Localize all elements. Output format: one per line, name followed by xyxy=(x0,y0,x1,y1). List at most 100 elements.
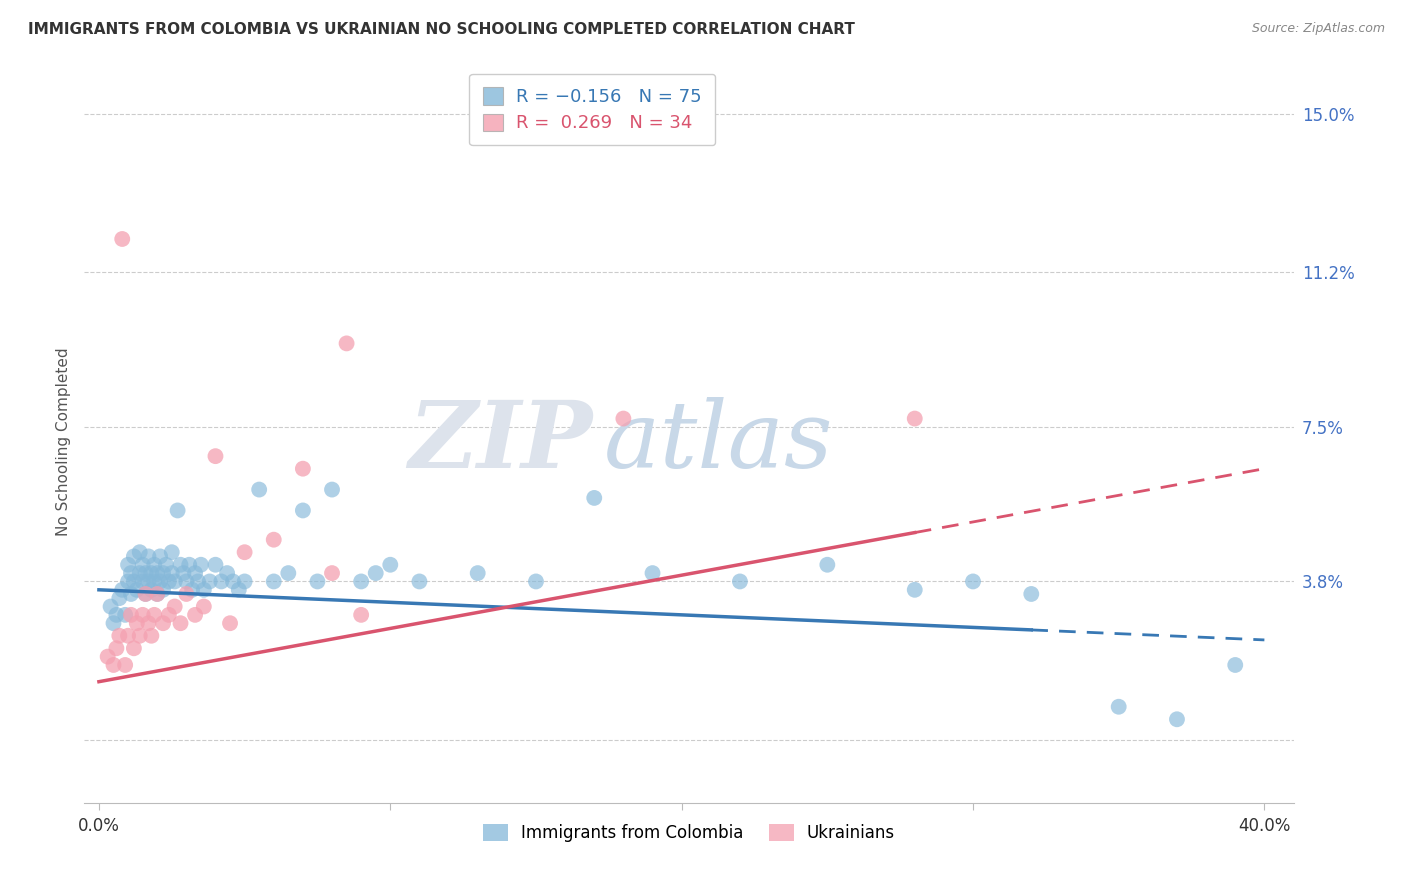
Point xyxy=(728,574,751,589)
Point xyxy=(141,582,163,597)
Point xyxy=(152,566,174,580)
Point xyxy=(157,574,180,589)
Point xyxy=(233,574,256,589)
Point xyxy=(149,549,172,564)
Point xyxy=(135,566,157,580)
Point xyxy=(143,574,166,589)
Point xyxy=(120,607,142,622)
Point xyxy=(187,574,209,589)
Point xyxy=(128,545,150,559)
Point xyxy=(166,503,188,517)
Point xyxy=(122,574,145,589)
Point xyxy=(350,574,373,589)
Point xyxy=(97,649,120,664)
Point xyxy=(1108,699,1130,714)
Point xyxy=(157,607,180,622)
Point xyxy=(103,657,125,672)
Point xyxy=(117,629,139,643)
Point xyxy=(125,582,148,597)
Point xyxy=(904,582,927,597)
Point xyxy=(120,587,142,601)
Point xyxy=(193,599,215,614)
Point xyxy=(105,607,128,622)
Point xyxy=(114,607,136,622)
Point xyxy=(291,503,314,517)
Point xyxy=(111,232,134,246)
Point xyxy=(128,629,150,643)
Point xyxy=(128,566,150,580)
Point xyxy=(380,558,402,572)
Point xyxy=(1166,712,1188,726)
Point xyxy=(336,336,359,351)
Point xyxy=(263,574,285,589)
Point xyxy=(125,616,148,631)
Point xyxy=(172,566,194,580)
Point xyxy=(143,607,166,622)
Point xyxy=(467,566,489,580)
Point xyxy=(160,545,183,559)
Point xyxy=(1225,657,1247,672)
Point xyxy=(815,558,838,572)
Text: atlas: atlas xyxy=(605,397,834,486)
Point xyxy=(155,558,177,572)
Point xyxy=(152,582,174,597)
Point xyxy=(111,582,134,597)
Point xyxy=(131,574,153,589)
Point xyxy=(135,587,157,601)
Point xyxy=(321,566,343,580)
Point xyxy=(108,591,131,606)
Point xyxy=(176,587,198,601)
Point xyxy=(219,616,242,631)
Point xyxy=(583,491,606,505)
Point xyxy=(117,558,139,572)
Point xyxy=(408,574,430,589)
Point xyxy=(117,574,139,589)
Point xyxy=(364,566,387,580)
Point xyxy=(131,558,153,572)
Point xyxy=(904,411,927,425)
Point xyxy=(263,533,285,547)
Point xyxy=(138,574,160,589)
Point xyxy=(169,558,191,572)
Point xyxy=(169,616,191,631)
Point xyxy=(277,566,299,580)
Point xyxy=(1019,587,1042,601)
Point xyxy=(163,574,186,589)
Point xyxy=(193,582,215,597)
Point xyxy=(143,558,166,572)
Point xyxy=(163,599,186,614)
Point xyxy=(222,574,245,589)
Point xyxy=(138,616,160,631)
Point xyxy=(146,587,169,601)
Point xyxy=(149,574,172,589)
Point xyxy=(321,483,343,497)
Point xyxy=(146,587,169,601)
Point xyxy=(100,599,122,614)
Y-axis label: No Schooling Completed: No Schooling Completed xyxy=(56,347,72,536)
Point xyxy=(190,558,212,572)
Point xyxy=(198,574,221,589)
Point xyxy=(184,607,207,622)
Point xyxy=(105,641,128,656)
Point xyxy=(103,616,125,631)
Point xyxy=(108,629,131,643)
Point xyxy=(141,629,163,643)
Point xyxy=(152,616,174,631)
Point xyxy=(350,607,373,622)
Point xyxy=(131,607,153,622)
Point xyxy=(141,566,163,580)
Point xyxy=(247,483,270,497)
Point xyxy=(641,566,664,580)
Text: ZIP: ZIP xyxy=(408,397,592,486)
Point xyxy=(204,558,226,572)
Point xyxy=(612,411,634,425)
Point xyxy=(217,566,239,580)
Point xyxy=(135,587,157,601)
Point xyxy=(233,545,256,559)
Point xyxy=(291,461,314,475)
Point xyxy=(184,566,207,580)
Point xyxy=(114,657,136,672)
Point xyxy=(209,574,232,589)
Point xyxy=(179,558,201,572)
Text: IMMIGRANTS FROM COLOMBIA VS UKRAINIAN NO SCHOOLING COMPLETED CORRELATION CHART: IMMIGRANTS FROM COLOMBIA VS UKRAINIAN NO… xyxy=(28,22,855,37)
